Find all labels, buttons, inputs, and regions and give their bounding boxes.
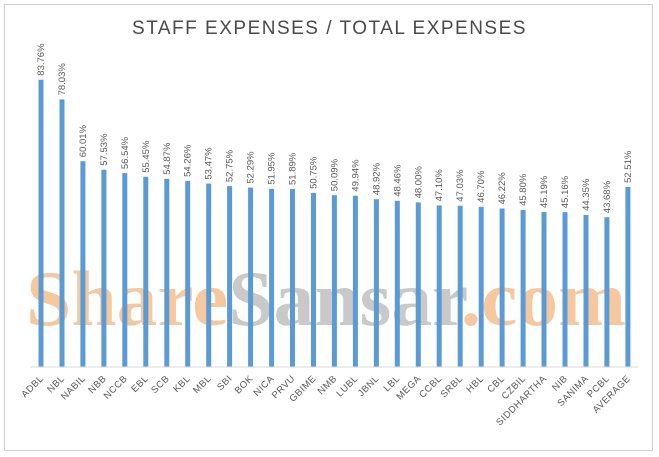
bar-sanima: [583, 214, 589, 367]
value-label-sbi: 52.75%: [225, 149, 236, 182]
value-label-prvu: 51.89%: [288, 152, 299, 185]
value-label-nica: 51.95%: [267, 152, 278, 185]
bar-pcbl: [604, 217, 610, 367]
value-label-hbl: 46.70%: [476, 170, 487, 203]
bar-sbi: [227, 186, 233, 367]
value-label-srbl: 47.03%: [455, 169, 466, 202]
bar-czbil: [520, 209, 526, 367]
bar-lubl: [352, 195, 358, 367]
watermark-text: Share Sansar .com: [26, 255, 626, 342]
value-label-ebl: 55.45%: [141, 140, 152, 173]
bar-scb: [164, 178, 170, 367]
value-label-bok: 52.29%: [246, 151, 257, 184]
value-label-nabil: 60.01%: [78, 124, 89, 157]
value-label-ccbl: 47.10%: [434, 169, 445, 202]
bar-jbnl: [373, 199, 379, 367]
value-label-gbime: 50.75%: [309, 156, 320, 189]
value-label-lubl: 49.94%: [350, 159, 361, 192]
bar-nabil: [80, 161, 86, 367]
category-label-sbi: SBI: [215, 373, 235, 393]
bar-mbl: [206, 183, 212, 367]
bar-hbl: [478, 206, 484, 367]
bar-ebl: [143, 176, 149, 367]
value-label-nbb: 57.53%: [99, 133, 110, 166]
bar-ccbl: [436, 205, 442, 367]
category-label-lubl: LUBL: [335, 373, 361, 399]
bar-kbl: [185, 180, 191, 367]
category-label-srbl: SRBL: [439, 373, 466, 400]
category-label-scb: SCB: [149, 373, 172, 396]
bar-gbime: [311, 192, 316, 367]
category-label-jbnl: JBNL: [356, 373, 382, 399]
bar-nbb: [101, 169, 107, 367]
bar-nica: [269, 188, 275, 367]
value-label-nbl: 78.03%: [57, 63, 68, 96]
chart-title: STAFF EXPENSES / TOTAL EXPENSES: [132, 18, 527, 39]
value-label-mega: 48.00%: [413, 166, 424, 199]
value-label-nib: 45.16%: [560, 175, 571, 208]
value-label-siddhartha: 45.19%: [539, 175, 550, 208]
bar-nib: [562, 212, 568, 367]
value-label-nmb: 50.09%: [329, 158, 340, 191]
value-label-pcbl: 43.68%: [602, 180, 613, 213]
value-label-mbl: 53.47%: [204, 147, 215, 180]
bar-adbl: [38, 79, 44, 367]
watermark-part2: Sansar: [228, 255, 466, 342]
value-label-jbnl: 48.92%: [371, 162, 382, 195]
category-label-ebl: EBL: [129, 373, 151, 395]
category-label-hbl: HBL: [464, 373, 486, 395]
value-label-adbl: 83.76%: [36, 43, 47, 76]
value-label-cbl: 46.22%: [497, 172, 508, 205]
bar-srbl: [457, 205, 463, 367]
value-label-average: 52.51%: [623, 150, 634, 183]
bars-group: [38, 79, 631, 368]
value-label-czbil: 45.80%: [518, 173, 529, 206]
bar-mega: [415, 202, 421, 367]
bar-lbl: [394, 200, 400, 367]
value-label-scb: 54.87%: [162, 142, 173, 175]
value-label-kbl: 54.26%: [183, 144, 194, 177]
bar-nmb: [331, 195, 337, 367]
value-labels-group: 83.76% 78.03% 60.01% 57.53% 56.54% 55.45% 54.8…: [36, 43, 634, 213]
bar-nccb: [122, 173, 128, 367]
bar-prvu: [290, 189, 295, 367]
bar-average: [625, 186, 631, 367]
category-label-kbl: KBL: [171, 373, 193, 395]
value-label-sanima: 44.35%: [581, 178, 592, 211]
bar-cbl: [499, 208, 505, 367]
value-label-nccb: 56.54%: [120, 136, 131, 169]
bar-siddhartha: [541, 212, 547, 367]
watermark: Share Sansar .com: [26, 255, 626, 342]
value-label-lbl: 48.46%: [392, 164, 403, 197]
category-label-mbl: MBL: [191, 373, 214, 396]
category-label-adbl: ADBL: [19, 373, 46, 400]
category-label-ccbl: CCBL: [417, 373, 444, 400]
bar-nbl: [59, 99, 65, 368]
category-label-nccb: NCCB: [102, 373, 130, 401]
bar-bok: [248, 187, 254, 367]
